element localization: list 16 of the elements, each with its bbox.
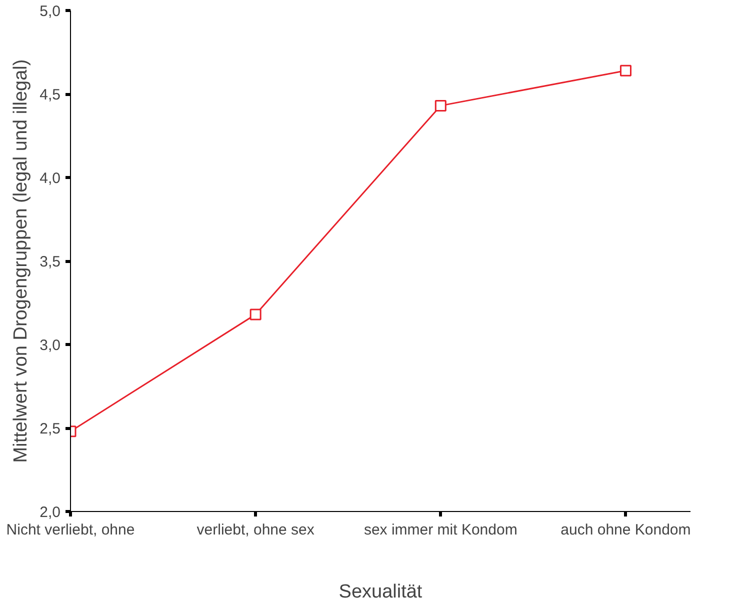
x-tick-label: sex immer mit Kondom (364, 522, 518, 538)
y-axis-title: Mittelwert von Drogengruppen (legal und illegal) (10, 59, 32, 463)
y-tick-label: 4,5 (40, 86, 61, 104)
y-tick-label: 5,0 (40, 3, 61, 20)
point (620, 64, 632, 76)
y-tick-label: 2,0 (40, 504, 61, 521)
y-tick-label: 2,5 (40, 420, 61, 438)
x-axis-title: Sexualität (338, 582, 423, 602)
y-tick-label: 3,5 (40, 254, 61, 270)
x-tick-label: Nicht verliebt, ohne (6, 522, 135, 538)
x-tick-label: auch ohne Kondom (560, 522, 691, 538)
point (434, 100, 446, 112)
x-tick-label: verliebt, ohne sex (196, 522, 315, 538)
y-tick-label: 4,0 (40, 170, 61, 187)
y-tick-label: 3,0 (40, 337, 61, 354)
point (250, 308, 262, 320)
